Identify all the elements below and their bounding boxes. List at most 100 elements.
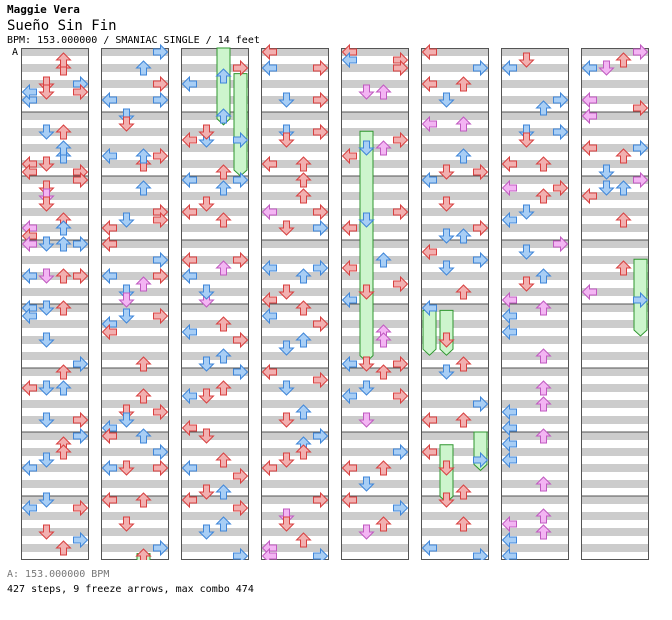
down-arrow-icon bbox=[518, 244, 535, 260]
right-arrow-icon bbox=[473, 219, 489, 237]
beat-stripe bbox=[341, 112, 409, 120]
up-arrow-icon bbox=[295, 300, 312, 316]
beat-stripe bbox=[101, 160, 169, 168]
beat-stripe bbox=[501, 512, 569, 520]
left-arrow-icon bbox=[181, 491, 197, 509]
chart-column bbox=[501, 48, 569, 560]
beat-stripe bbox=[581, 448, 649, 456]
up-arrow-icon bbox=[215, 260, 232, 276]
beat-stripe bbox=[181, 496, 249, 504]
down-arrow-icon bbox=[358, 212, 375, 228]
right-arrow-icon bbox=[473, 163, 489, 181]
up-arrow-icon bbox=[615, 212, 632, 228]
beat-stripe bbox=[341, 368, 409, 376]
beat-stripe bbox=[21, 320, 89, 328]
beat-stripe bbox=[581, 96, 649, 104]
beat-stripe bbox=[21, 336, 89, 344]
beat-stripe bbox=[581, 432, 649, 440]
left-arrow-icon bbox=[341, 459, 357, 477]
beat-stripe bbox=[101, 192, 169, 200]
left-arrow-icon bbox=[101, 235, 117, 253]
left-arrow-icon bbox=[261, 459, 277, 477]
right-arrow-icon bbox=[73, 235, 89, 253]
beat-stripe bbox=[581, 256, 649, 264]
right-arrow-icon bbox=[153, 459, 169, 477]
up-arrow-icon bbox=[455, 284, 472, 300]
right-arrow-icon bbox=[393, 131, 409, 149]
beat-stripe bbox=[181, 528, 249, 536]
beat-stripe bbox=[21, 448, 89, 456]
up-arrow-icon bbox=[375, 140, 392, 156]
beat-stripe bbox=[501, 128, 569, 136]
right-arrow-icon bbox=[233, 467, 249, 485]
beat-stripe bbox=[341, 416, 409, 424]
beat-stripe bbox=[341, 384, 409, 392]
beat-stripe bbox=[261, 64, 329, 72]
left-arrow-icon bbox=[181, 323, 197, 341]
beat-stripe bbox=[181, 144, 249, 152]
down-arrow-icon bbox=[358, 356, 375, 372]
beat-stripe bbox=[581, 496, 649, 504]
up-arrow-icon bbox=[215, 452, 232, 468]
up-arrow-icon bbox=[535, 396, 552, 412]
left-arrow-icon bbox=[501, 59, 517, 77]
beat-stripe bbox=[581, 288, 649, 296]
up-arrow-icon bbox=[535, 188, 552, 204]
up-arrow-icon bbox=[295, 404, 312, 420]
down-arrow-icon bbox=[198, 484, 215, 500]
right-arrow-icon bbox=[313, 371, 329, 389]
down-arrow-icon bbox=[118, 308, 135, 324]
beat-stripe bbox=[341, 512, 409, 520]
down-arrow-icon bbox=[38, 236, 55, 252]
left-arrow-icon bbox=[501, 547, 517, 560]
beat-stripe bbox=[181, 480, 249, 488]
beat-stripe bbox=[101, 112, 169, 120]
chart-column bbox=[21, 48, 89, 560]
beat-stripe bbox=[21, 80, 89, 88]
beat-stripe bbox=[581, 464, 649, 472]
beat-stripe bbox=[501, 496, 569, 504]
beat-stripe bbox=[501, 80, 569, 88]
right-arrow-icon bbox=[313, 123, 329, 141]
beat-stripe bbox=[581, 416, 649, 424]
left-arrow-icon bbox=[501, 403, 517, 421]
beat-stripe bbox=[501, 256, 569, 264]
up-arrow-icon bbox=[295, 332, 312, 348]
beat-stripe bbox=[21, 272, 89, 280]
down-arrow-icon bbox=[438, 92, 455, 108]
beat-stripe bbox=[341, 464, 409, 472]
beat-stripe bbox=[501, 224, 569, 232]
beat-stripe bbox=[501, 176, 569, 184]
beat-stripe bbox=[341, 48, 409, 56]
right-arrow-icon bbox=[153, 443, 169, 461]
down-arrow-icon bbox=[198, 124, 215, 140]
beat-stripe bbox=[181, 352, 249, 360]
up-arrow-icon bbox=[455, 116, 472, 132]
beat-stripe bbox=[421, 224, 489, 232]
beat-stripe bbox=[261, 224, 329, 232]
right-arrow-icon bbox=[233, 171, 249, 189]
up-arrow-icon bbox=[215, 484, 232, 500]
beat-stripe bbox=[341, 400, 409, 408]
right-arrow-icon bbox=[473, 251, 489, 269]
beat-stripe bbox=[581, 48, 649, 56]
beat-stripe bbox=[501, 416, 569, 424]
down-arrow-icon bbox=[38, 332, 55, 348]
beat-stripe bbox=[341, 432, 409, 440]
down-arrow-icon bbox=[358, 476, 375, 492]
right-arrow-icon bbox=[313, 219, 329, 237]
left-arrow-icon bbox=[261, 43, 277, 61]
down-arrow-icon bbox=[118, 516, 135, 532]
left-arrow-icon bbox=[261, 203, 277, 221]
beat-stripe bbox=[421, 368, 489, 376]
right-arrow-icon bbox=[633, 171, 649, 189]
left-arrow-icon bbox=[261, 291, 277, 309]
down-arrow-icon bbox=[38, 412, 55, 428]
left-arrow-icon bbox=[101, 219, 117, 237]
column-border bbox=[101, 48, 169, 560]
beat-stripe bbox=[261, 448, 329, 456]
beat-stripe bbox=[261, 416, 329, 424]
left-arrow-icon bbox=[101, 147, 117, 165]
beat-stripe bbox=[261, 144, 329, 152]
beat-stripe bbox=[341, 96, 409, 104]
